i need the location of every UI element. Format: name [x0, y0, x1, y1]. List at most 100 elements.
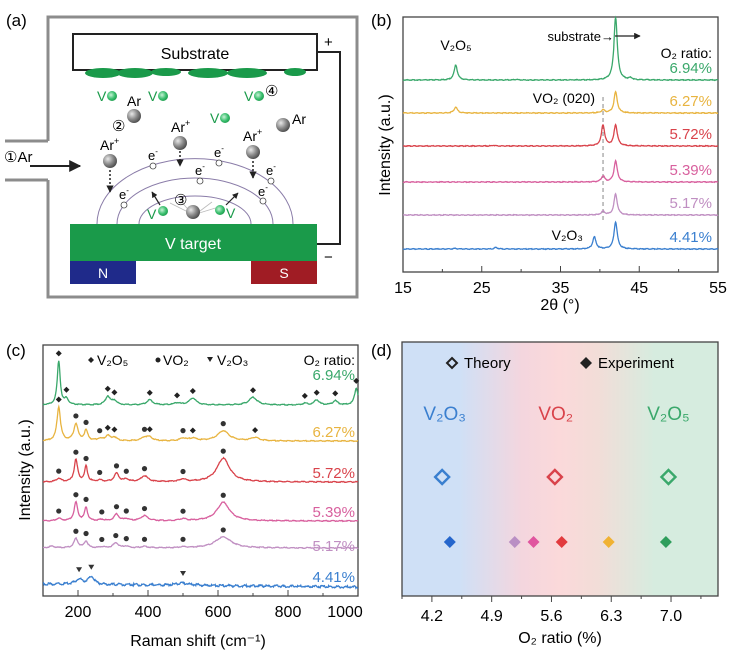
- raman-line-6.27%: [42, 404, 359, 443]
- vo2-marker-icon: [220, 527, 226, 533]
- raman-line-5.72%: [42, 456, 359, 484]
- raman-series-label: 5.39%: [312, 504, 355, 521]
- experiment-point: [508, 536, 521, 548]
- raman-line-5.17%: [43, 536, 359, 550]
- panel-d-label: (d): [371, 341, 392, 360]
- svg-text:e-: e-: [119, 186, 129, 202]
- svg-text:③: ③: [174, 192, 187, 209]
- legend-v2o3: V₂O₃: [217, 352, 248, 368]
- vo2-marker-icon: [141, 426, 148, 432]
- electron-labels: e- e- e- e- e- e-: [119, 144, 276, 202]
- svg-text:e-: e-: [266, 162, 276, 178]
- step-markers: ② ③ ④: [112, 83, 278, 209]
- vo2-marker-icon: [220, 492, 226, 498]
- vo2-marker-icon: [180, 536, 186, 542]
- vo2-marker-icon: [180, 508, 186, 514]
- electrons: [120, 159, 275, 209]
- raman-tick-label: 800: [275, 604, 302, 621]
- vo2-marker-icon: [83, 496, 89, 503]
- experiment-point: [555, 536, 568, 548]
- svg-text:④: ④: [265, 83, 278, 100]
- magnet-s-label: S: [279, 265, 288, 281]
- vo2-marker-icon: [180, 428, 186, 434]
- phase-tick-label: 7.0: [660, 608, 682, 625]
- xrd-annotation-v2o5: V₂O₅: [440, 37, 471, 53]
- xrd-annotation-v2o3: V₂O₃: [552, 227, 583, 243]
- v2o5-marker-icon: [301, 392, 308, 399]
- vo2-marker-icon: [97, 428, 103, 434]
- vo2-marker-icon: [123, 536, 129, 542]
- vo2-marker-icon: [73, 413, 79, 419]
- raman-tick-label: 1000: [327, 604, 363, 621]
- phase-tick-label: 4.2: [421, 608, 443, 625]
- vanadium-labels: V V V V V V: [97, 88, 254, 222]
- v2o5-marker-icon: [111, 426, 118, 433]
- xrd-x-axis: 15 25 35 45 55: [394, 266, 727, 297]
- phase-background: [401, 341, 719, 597]
- vo2-marker-icon: [123, 468, 129, 474]
- vo2-marker-icon: [73, 528, 79, 534]
- v2o5-marker-icon: [189, 387, 196, 394]
- xrd-series-label: 5.17%: [669, 195, 712, 212]
- xrd-legend-title: O₂ ratio:: [661, 45, 712, 61]
- svg-text:V: V: [97, 88, 107, 104]
- vo2-marker-icon: [113, 532, 119, 539]
- xrd-y-label: Intensity (a.u.): [377, 94, 394, 195]
- v-target: [70, 224, 317, 261]
- legend-circle-icon: [155, 357, 161, 363]
- vo2-marker-icon: [73, 492, 79, 498]
- legend-v2o5: V₂O₅: [97, 352, 128, 368]
- panel-d-phase: (d) 4.2 4.9 5.6 6.3 7.0 Theory Experiment V₂…: [371, 341, 719, 647]
- raman-plot-frame: [42, 344, 359, 597]
- v2o5-marker-icon: [252, 427, 259, 434]
- vo2-marker-icon: [113, 504, 120, 510]
- svg-text:V: V: [210, 110, 220, 126]
- svg-text:②: ②: [112, 118, 125, 135]
- xrd-series-label: 5.39%: [669, 162, 712, 179]
- raman-series: [42, 360, 359, 590]
- panel-c-raman: (c) 200 400 600 800 1000 6.94% 6.27% 5.72% 5.39…: [6, 341, 363, 650]
- xrd-line-5.39%: [402, 158, 719, 184]
- panel-a-label: (a): [6, 11, 27, 30]
- xrd-series-labels: 6.94% 6.27% 5.72% 5.39% 5.17% 4.41%: [669, 60, 712, 246]
- raman-line-5.39%: [42, 500, 359, 523]
- v2o3-marker-icon: [180, 570, 186, 576]
- phase-region-labels: V₂O₃ VO₂ V₂O₅: [423, 404, 689, 425]
- v2o5-marker-icon: [55, 396, 62, 403]
- phase-tick-label: 6.3: [600, 608, 622, 625]
- xrd-tick-label: 15: [394, 280, 412, 297]
- legend-triangle-icon: [207, 357, 213, 362]
- panel-b-xrd: (b) 15 25 35 45 55 6.94% 6.27% 5.72% 5.39% 5.17%…: [371, 11, 727, 314]
- v2o5-marker-icon: [146, 389, 153, 396]
- experiment-point: [659, 536, 672, 548]
- raman-legend-title: O₂ ratio:: [304, 352, 355, 368]
- legend-experiment: Experiment: [598, 355, 675, 372]
- v2o3-marker-icon: [88, 564, 95, 570]
- vo2-marker-icon: [141, 466, 148, 472]
- magnet-n: [70, 261, 136, 284]
- inlet-label: ①Ar: [4, 149, 32, 166]
- svg-text:Ar+: Ar+: [171, 118, 190, 135]
- xrd-line-4.41%: [402, 220, 719, 251]
- experiment-points: [443, 536, 672, 548]
- substrate: [72, 33, 318, 71]
- v2o5-marker-icon: [250, 387, 256, 394]
- xrd-tick-label: 35: [552, 280, 570, 297]
- raman-x-label: Raman shift (cm⁻¹): [130, 633, 266, 650]
- xrd-line-6.94%: [402, 15, 719, 82]
- vo2-marker-icon: [220, 448, 226, 454]
- v2o3-marker-icon: [76, 567, 83, 573]
- panel-b-label: (b): [371, 11, 392, 30]
- v2o5-marker-icon: [63, 386, 70, 393]
- vo2-marker-icon: [141, 505, 148, 512]
- raman-series-label: 5.17%: [312, 538, 355, 555]
- xrd-tick-label: 45: [630, 280, 648, 297]
- phase-x-label: O₂ ratio (%): [518, 630, 602, 647]
- vo2-marker-icon: [83, 455, 89, 462]
- raman-series-label: 4.41%: [312, 569, 355, 586]
- vo2-marker-icon: [180, 468, 186, 475]
- v2o5-marker-icon: [104, 424, 111, 431]
- ion-arrows: [106, 151, 257, 193]
- deposited-film: [85, 68, 306, 78]
- argon-labels: Ar Ar Ar+ Ar+ Ar+: [100, 93, 306, 153]
